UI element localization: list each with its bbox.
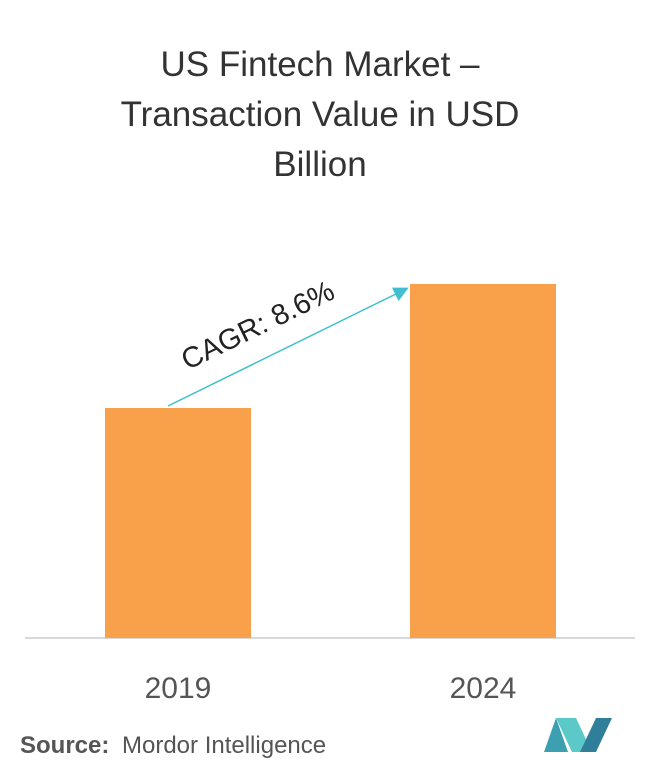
chart-title: US Fintech Market – Transaction Value in… xyxy=(120,45,520,184)
x-tick-label: 2019 xyxy=(145,672,212,705)
bar xyxy=(410,284,556,638)
source-label: Source: xyxy=(20,732,109,759)
source: Mordor Intelligence xyxy=(122,732,326,759)
logo xyxy=(544,718,612,752)
cagr-arrow xyxy=(167,287,409,407)
x-tick-label: 2024 xyxy=(450,672,517,705)
bar xyxy=(105,408,251,638)
